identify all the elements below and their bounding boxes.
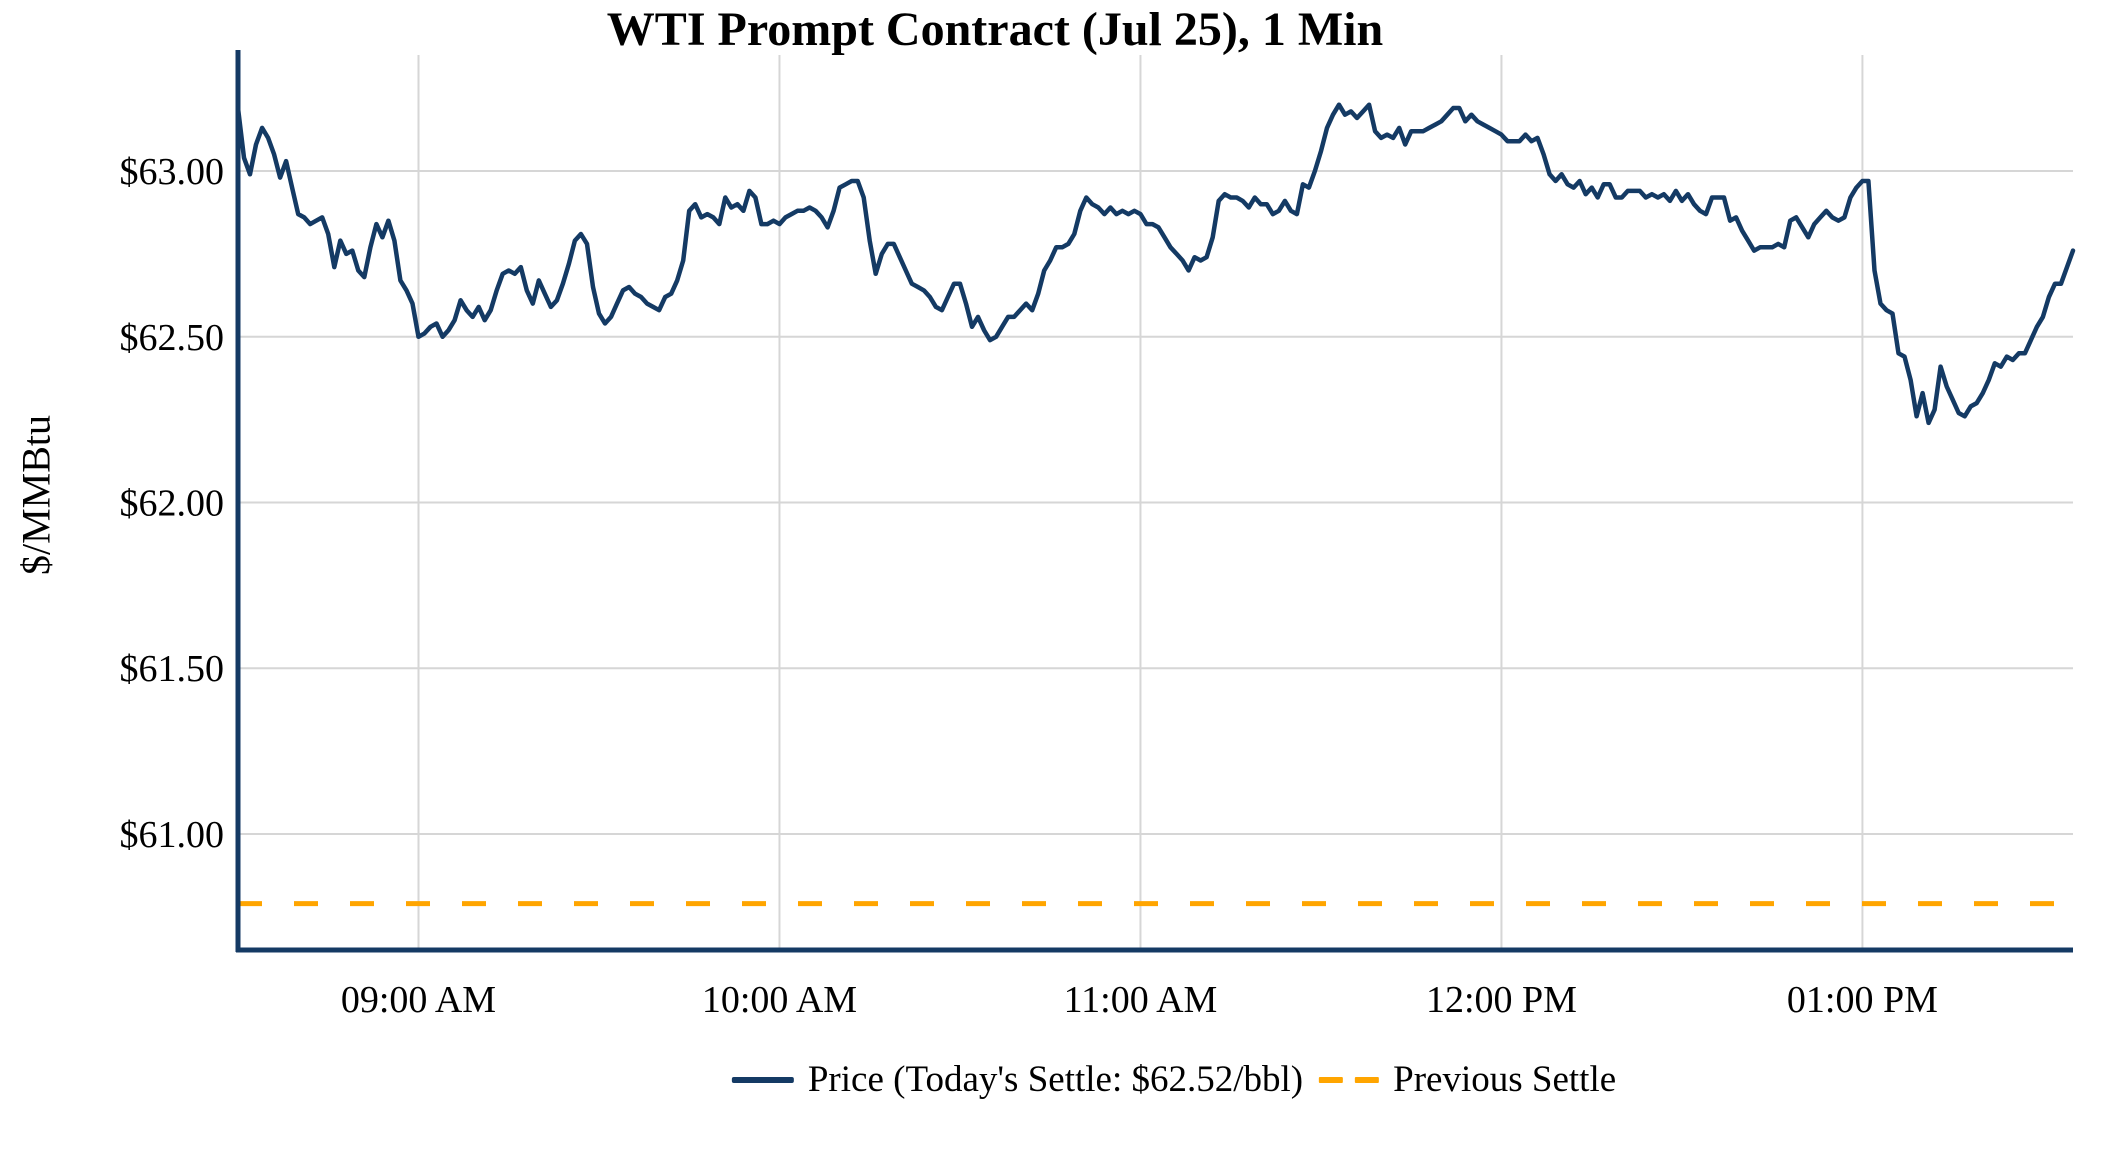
price-line <box>235 102 2076 426</box>
x-tick-label: 01:00 PM <box>1787 979 1938 1021</box>
y-tick-label: $61.50 <box>120 648 225 690</box>
x-tick-label: 12:00 PM <box>1426 979 1577 1021</box>
y-tick-label: $63.00 <box>120 151 225 193</box>
legend-item-price: Price (Today's Settle: $62.52/bbl) <box>731 1058 1304 1101</box>
y-axis-title: $/MMBtu <box>13 414 59 576</box>
x-tick-label: 09:00 AM <box>341 979 496 1021</box>
x-tick-label: 11:00 AM <box>1064 979 1218 1021</box>
legend-price-label: Price (Today's Settle: $62.52/bbl) <box>807 1059 1304 1100</box>
y-tick-label: $61.00 <box>120 814 225 856</box>
y-tick-label: $62.00 <box>120 483 225 525</box>
y-tick-label: $62.50 <box>120 317 225 359</box>
legend-item-previous-settle: Previous Settle <box>1319 1058 1616 1101</box>
chart-title: WTI Prompt Contract (Jul 25), 1 Min <box>606 3 1384 56</box>
x-tick-label: 10:00 AM <box>702 979 857 1021</box>
price-line-swatch-icon <box>731 1076 794 1083</box>
legend-previous-settle-label: Previous Settle <box>1393 1059 1617 1100</box>
legend: Price (Today's Settle: $62.52/bbl) Previ… <box>731 1058 1616 1101</box>
previous-settle-dash-swatch-icon <box>1319 1076 1380 1083</box>
